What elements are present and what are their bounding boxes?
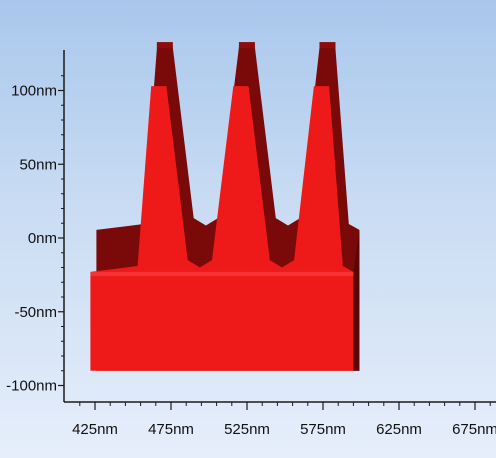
y-tick-label: -100nm xyxy=(6,378,57,395)
x-tick-label: 475nm xyxy=(148,421,194,438)
y-tick-label: 0nm xyxy=(28,230,57,247)
surface-right-side xyxy=(353,229,360,371)
y-tick-label: -50nm xyxy=(14,304,57,321)
peak-top-2 xyxy=(238,42,255,49)
y-tick-label: 100nm xyxy=(11,83,57,100)
x-tick-label: 575nm xyxy=(300,421,346,438)
x-tick-label: 525nm xyxy=(224,421,270,438)
peak-top-1 xyxy=(156,42,173,49)
y-tick-label: 50nm xyxy=(19,156,57,173)
surface-front-face xyxy=(90,86,354,371)
peak-top-3 xyxy=(319,42,336,49)
x-tick-label: 675nm xyxy=(452,421,496,438)
x-tick-label: 625nm xyxy=(376,421,422,438)
x-tick-label: 425nm xyxy=(72,421,118,438)
surface-front-highlight xyxy=(90,271,354,276)
